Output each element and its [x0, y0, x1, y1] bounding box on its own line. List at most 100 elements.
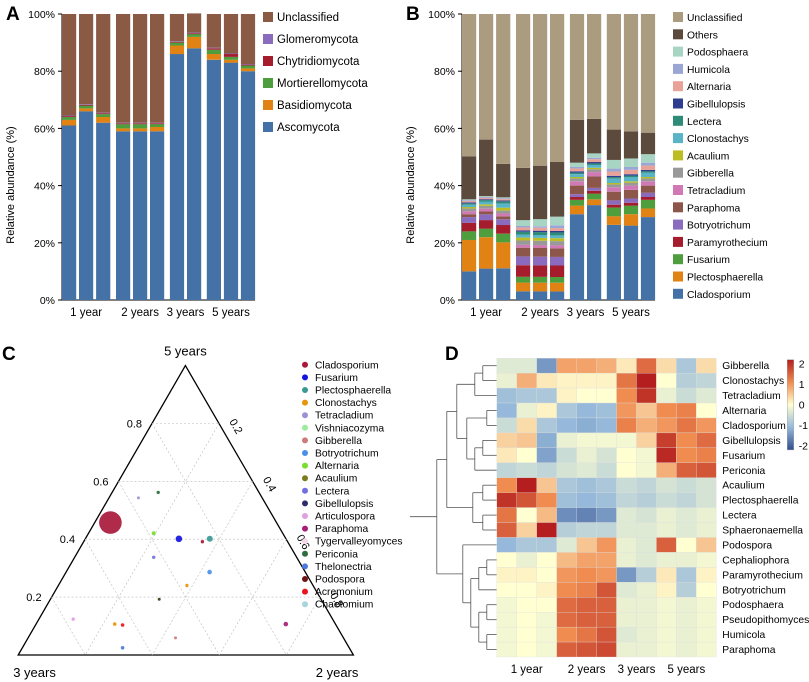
svg-text:D: D	[445, 344, 459, 365]
svg-text:Cladosporium: Cladosporium	[315, 360, 379, 371]
svg-text:Unclassified: Unclassified	[277, 12, 339, 24]
svg-text:Podospora: Podospora	[722, 541, 772, 552]
svg-text:Lectera: Lectera	[315, 486, 350, 497]
svg-text:0.6: 0.6	[93, 476, 108, 488]
svg-text:B: B	[406, 4, 420, 25]
svg-text:Podospora: Podospora	[315, 575, 365, 586]
svg-text:Humicola: Humicola	[687, 65, 730, 76]
svg-text:Paraphoma: Paraphoma	[315, 524, 369, 535]
svg-text:Cladosporium: Cladosporium	[722, 421, 786, 432]
svg-text:0.2: 0.2	[226, 417, 244, 436]
svg-text:Relative abundance (%): Relative abundance (%)	[5, 126, 17, 243]
svg-text:Fusarium: Fusarium	[722, 451, 765, 462]
svg-text:0.2: 0.2	[26, 592, 41, 604]
svg-text:Gibberella: Gibberella	[315, 436, 362, 447]
svg-text:Tygervalleyomyces: Tygervalleyomyces	[315, 537, 403, 548]
svg-text:Sphaeronaemella: Sphaeronaemella	[722, 526, 803, 537]
svg-text:Acaulium: Acaulium	[722, 481, 764, 492]
svg-text:100%: 100%	[428, 9, 455, 21]
svg-text:Botryotrichum: Botryotrichum	[315, 449, 379, 460]
svg-text:1 year: 1 year	[470, 307, 502, 319]
svg-text:Plectosphaerella: Plectosphaerella	[315, 386, 391, 397]
svg-text:Botryotrichum: Botryotrichum	[687, 221, 751, 232]
svg-text:Tetracladium: Tetracladium	[315, 411, 373, 422]
svg-text:Chytridiomycota: Chytridiomycota	[277, 56, 360, 68]
svg-text:5 years: 5 years	[164, 344, 207, 359]
svg-text:1 year: 1 year	[70, 307, 102, 319]
svg-text:Podosphaera: Podosphaera	[687, 48, 749, 59]
svg-text:Basidiomycota: Basidiomycota	[277, 100, 352, 112]
svg-text:Humicola: Humicola	[722, 630, 765, 641]
svg-text:Cephaliophora: Cephaliophora	[722, 555, 789, 566]
svg-text:Paramyrothecium: Paramyrothecium	[687, 238, 768, 249]
svg-text:Cladosporium: Cladosporium	[687, 290, 751, 301]
svg-text:Plectosphaerella: Plectosphaerella	[687, 273, 763, 284]
svg-text:1 year: 1 year	[511, 664, 543, 676]
svg-text:40%: 40%	[34, 181, 55, 193]
svg-text:2 years: 2 years	[568, 664, 606, 676]
svg-text:Relative abundance (%): Relative abundance (%)	[405, 126, 417, 243]
svg-text:Tetracladium: Tetracladium	[687, 186, 745, 197]
svg-text:Gibberella: Gibberella	[722, 361, 769, 372]
svg-text:20%: 20%	[34, 238, 55, 250]
svg-text:0.8: 0.8	[127, 419, 142, 431]
svg-text:60%: 60%	[434, 123, 455, 135]
svg-text:Clonostachys: Clonostachys	[687, 134, 749, 145]
svg-text:Alternaria: Alternaria	[722, 406, 766, 417]
svg-text:Alternaria: Alternaria	[687, 82, 731, 93]
svg-text:5 years: 5 years	[212, 307, 250, 319]
svg-text:-2: -2	[799, 440, 808, 452]
svg-text:Ascomycota: Ascomycota	[277, 122, 340, 134]
svg-text:Paraphoma: Paraphoma	[687, 203, 741, 214]
svg-text:-1: -1	[799, 420, 808, 432]
svg-text:Podosphaera: Podosphaera	[722, 600, 784, 611]
svg-text:Gibberella: Gibberella	[687, 169, 734, 180]
svg-text:3 years: 3 years	[167, 307, 205, 319]
svg-text:0.4: 0.4	[260, 475, 278, 494]
svg-text:5 years: 5 years	[668, 664, 706, 676]
svg-text:Clonostachys: Clonostachys	[315, 398, 377, 409]
svg-text:Plectosphaerella: Plectosphaerella	[722, 496, 798, 507]
svg-text:C: C	[2, 344, 16, 365]
svg-text:Periconia: Periconia	[722, 466, 765, 477]
svg-text:Pseudopithomyces: Pseudopithomyces	[722, 615, 809, 626]
svg-text:Acaulium: Acaulium	[687, 151, 729, 162]
svg-text:Acaulium: Acaulium	[315, 474, 357, 485]
svg-text:Articulospora: Articulospora	[315, 512, 375, 523]
svg-text:2: 2	[799, 358, 805, 370]
svg-text:Mortierellomycota: Mortierellomycota	[277, 78, 368, 90]
svg-text:Others: Others	[687, 30, 718, 41]
svg-text:100%: 100%	[28, 9, 55, 21]
svg-text:Gibellulopsis: Gibellulopsis	[687, 100, 745, 111]
svg-text:60%: 60%	[34, 123, 55, 135]
svg-text:0: 0	[799, 399, 805, 411]
svg-text:Acremonium: Acremonium	[315, 587, 373, 598]
svg-text:5 years: 5 years	[612, 307, 650, 319]
svg-text:Lectera: Lectera	[687, 117, 722, 128]
svg-text:Clonostachys: Clonostachys	[722, 376, 784, 387]
svg-text:Lectera: Lectera	[722, 511, 757, 522]
svg-text:Paraphoma: Paraphoma	[722, 645, 776, 656]
svg-text:Tetracladium: Tetracladium	[722, 391, 780, 402]
svg-text:3 years: 3 years	[618, 664, 656, 676]
svg-text:Thelonectria: Thelonectria	[315, 562, 372, 573]
svg-text:3 years: 3 years	[567, 307, 605, 319]
svg-text:80%: 80%	[34, 66, 55, 78]
svg-text:0%: 0%	[440, 295, 455, 307]
svg-text:2 years: 2 years	[521, 307, 559, 319]
svg-text:1: 1	[799, 379, 805, 391]
svg-text:A: A	[6, 4, 20, 25]
svg-text:Glomeromycota: Glomeromycota	[277, 34, 359, 46]
svg-text:Botryotrichum: Botryotrichum	[722, 585, 786, 596]
svg-text:80%: 80%	[434, 66, 455, 78]
svg-text:Fusarium: Fusarium	[687, 255, 730, 266]
svg-text:40%: 40%	[434, 181, 455, 193]
svg-text:Alternaria: Alternaria	[315, 461, 359, 472]
svg-text:Gibellulopsis: Gibellulopsis	[722, 436, 780, 447]
svg-text:Gibellulopsis: Gibellulopsis	[315, 499, 373, 510]
svg-text:20%: 20%	[434, 238, 455, 250]
svg-text:0.4: 0.4	[60, 534, 75, 546]
svg-text:0%: 0%	[40, 295, 55, 307]
svg-text:Unclassified: Unclassified	[687, 13, 743, 24]
svg-text:2 years: 2 years	[121, 307, 159, 319]
